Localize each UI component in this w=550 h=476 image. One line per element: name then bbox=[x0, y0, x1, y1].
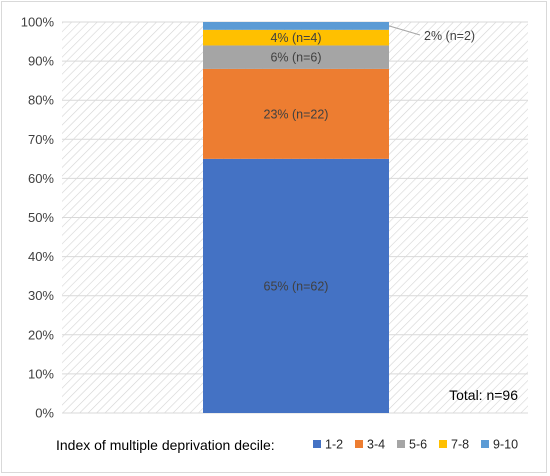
bar-segment-9-10 bbox=[203, 22, 389, 30]
legend-label-5-6: 5-6 bbox=[409, 438, 427, 452]
total-annotation: Total: n=96 bbox=[449, 387, 518, 403]
legend-swatch-5-6 bbox=[397, 440, 405, 448]
y-tick-label: 20% bbox=[28, 327, 54, 342]
segment-labels: 65% (n=62) 23% (n=22) 6% (n=6) 4% (n=4) 2% (… bbox=[264, 29, 476, 293]
bar-segment-1-2 bbox=[203, 158, 389, 413]
y-tick-label: 50% bbox=[28, 210, 54, 225]
bar-segment-7-8 bbox=[203, 29, 389, 46]
legend-label-1-2: 1-2 bbox=[325, 438, 343, 452]
legend-swatch-7-8 bbox=[439, 440, 447, 448]
y-tick-label: 40% bbox=[28, 249, 54, 264]
y-tick-label: 80% bbox=[28, 93, 54, 108]
segment-label-1-2: 65% (n=62) bbox=[264, 279, 329, 293]
legend-swatch-9-10 bbox=[481, 440, 489, 448]
segment-label-3-4: 23% (n=22) bbox=[264, 107, 329, 121]
y-tick-label: 70% bbox=[28, 132, 54, 147]
segment-label-9-10: 2% (n=2) bbox=[424, 29, 475, 43]
y-tick-label: 100% bbox=[21, 15, 55, 30]
callout-line bbox=[388, 25, 421, 36]
legend: 1-2 3-4 5-6 7-8 9-10 bbox=[313, 438, 518, 452]
callout bbox=[388, 25, 421, 36]
legend-label-7-8: 7-8 bbox=[451, 438, 469, 452]
y-tick-label: 90% bbox=[28, 54, 54, 69]
y-axis-ticks: 0% 10% 20% 30% 40% 50% 60% 70% 80% 90% 100% bbox=[21, 15, 55, 421]
bar-segments bbox=[203, 22, 389, 413]
legend-label-3-4: 3-4 bbox=[367, 438, 385, 452]
y-tick-label: 60% bbox=[28, 171, 54, 186]
legend-swatch-1-2 bbox=[313, 440, 321, 448]
legend-title: Index of multiple deprivation decile: bbox=[56, 437, 275, 453]
bar-segment-3-4 bbox=[203, 68, 389, 159]
bar-segment-5-6 bbox=[203, 45, 389, 69]
legend-swatch-3-4 bbox=[355, 440, 363, 448]
y-tick-label: 0% bbox=[35, 406, 54, 421]
y-tick-label: 10% bbox=[28, 366, 54, 381]
segment-label-5-6: 6% (n=6) bbox=[270, 51, 321, 65]
y-tick-label: 30% bbox=[28, 288, 54, 303]
segment-label-7-8: 4% (n=4) bbox=[270, 31, 321, 45]
legend-label-9-10: 9-10 bbox=[493, 438, 518, 452]
